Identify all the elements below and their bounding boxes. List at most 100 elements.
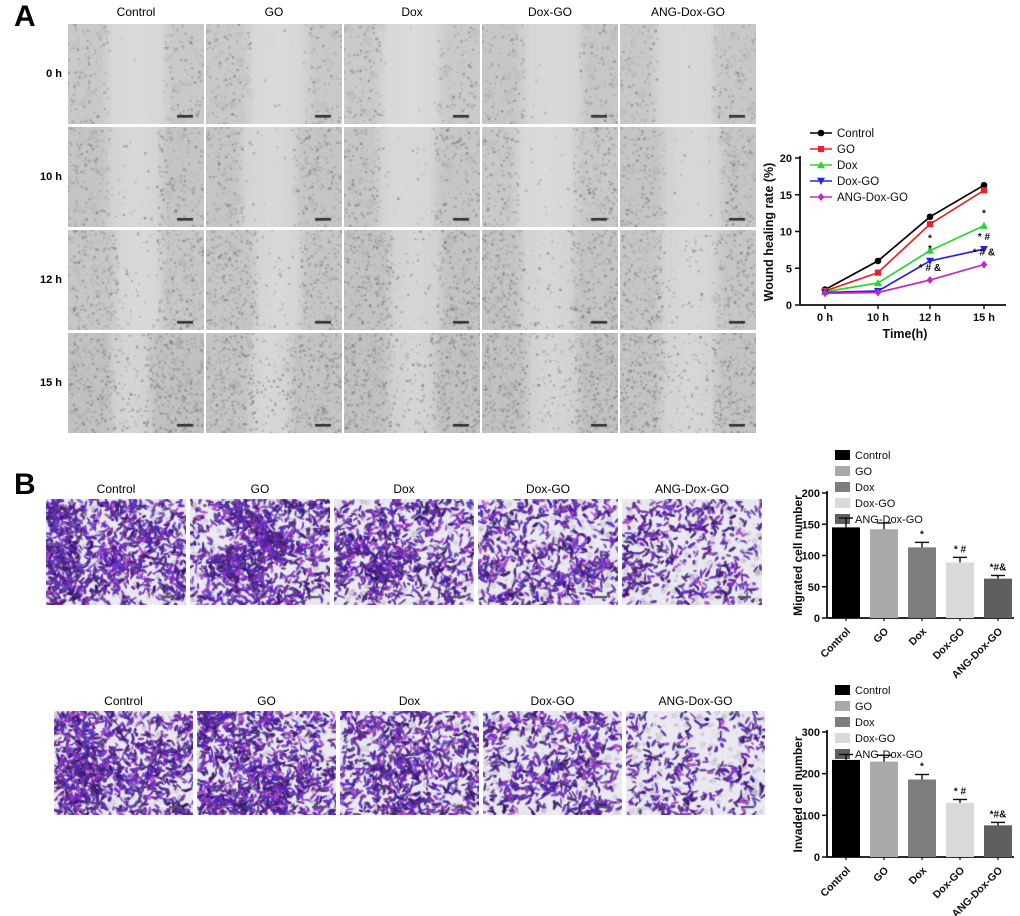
- column-header-dox: Dox: [401, 5, 423, 19]
- svg-text:Wound healing rate (%): Wound healing rate (%): [762, 163, 776, 302]
- svg-text:Dox-GO: Dox-GO: [931, 626, 968, 663]
- panel-a-column-headers: Control GO Dox Dox-GO ANG-Dox-GO: [68, 5, 756, 19]
- migration-micrograph-control: [46, 499, 186, 605]
- invasion-column-headers: Control GO Dox Dox-GO ANG-Dox-GO: [54, 694, 765, 708]
- svg-text:* #: * #: [954, 544, 967, 555]
- wound-micrograph-15h-go: [206, 333, 342, 433]
- wound-micrograph-15h-ang-dox-go: [620, 333, 756, 433]
- svg-text:Dox: Dox: [855, 717, 875, 729]
- migrated-cell-chart: Control GO Dox Dox-GO ANG-Dox-GO 0 50 100 150 200…: [790, 440, 1020, 681]
- svg-text:Control: Control: [837, 128, 874, 140]
- column-header-dox: Dox: [398, 694, 421, 708]
- invasion-micrograph-dox: [340, 711, 479, 815]
- svg-text:0: 0: [786, 300, 792, 312]
- wound-healing-chart: 0 5 10 15 20 0 h 10 h 12 h 15 h Time(h) Wound heal…: [760, 112, 1020, 352]
- svg-text:*: *: [928, 244, 932, 255]
- svg-text:* #: * #: [954, 787, 967, 798]
- svg-text:Control: Control: [818, 626, 853, 661]
- svg-text:* # &: * # &: [973, 248, 995, 259]
- svg-text:Dox-GO: Dox-GO: [837, 176, 879, 188]
- migration-micrograph-go: [190, 499, 330, 605]
- svg-text:Dox-GO: Dox-GO: [855, 733, 896, 745]
- wound-micrograph-12h-dox-go: [482, 230, 618, 330]
- invasion-micrograph-control: [54, 711, 193, 815]
- wound-micrograph-0h-ang-dox-go: [620, 24, 756, 124]
- column-header-ang-dox-go: ANG-Dox-GO: [654, 482, 729, 496]
- column-header-dox: Dox: [393, 482, 415, 496]
- svg-text:ANG-Dox-GO: ANG-Dox-GO: [855, 514, 923, 526]
- invaded-chart-svg: ControlGODoxDox-GOANG-Dox-GO0100200300In…: [791, 685, 1014, 916]
- column-header-dox-go: Dox-GO: [525, 482, 570, 496]
- svg-text:Dox-GO: Dox-GO: [931, 865, 968, 902]
- wound-micrograph-10h-go: [206, 127, 342, 227]
- wound-micrograph-0h-go: [206, 24, 342, 124]
- svg-text:0: 0: [814, 852, 820, 864]
- column-header-ang-dox-go: ANG-Dox-GO: [650, 5, 725, 19]
- wound-healing-chart-svg: 0 5 10 15 20 0 h 10 h 12 h 15 h Time(h) Wound heal…: [762, 128, 1006, 341]
- panel-b-label: B: [14, 468, 36, 501]
- column-header-control: Control: [96, 482, 136, 496]
- svg-text:Dox: Dox: [907, 626, 930, 649]
- wound-image-grid: [68, 24, 756, 433]
- migration-image-row: [46, 499, 762, 605]
- column-header-control: Control: [104, 694, 143, 708]
- svg-text:150: 150: [802, 519, 820, 531]
- svg-text:*: *: [920, 762, 924, 773]
- svg-text:*: *: [982, 209, 986, 220]
- row-label-0h: 0 h: [46, 68, 62, 80]
- svg-text:GO: GO: [855, 701, 873, 713]
- svg-text:15 h: 15 h: [973, 312, 995, 324]
- svg-text:*#&: *#&: [990, 809, 1007, 820]
- svg-text:GO: GO: [871, 626, 891, 646]
- column-header-go: GO: [250, 482, 270, 496]
- svg-text:Migrated cell number: Migrated cell number: [791, 495, 805, 616]
- column-header-control: Control: [116, 5, 156, 19]
- svg-text:0 h: 0 h: [817, 312, 833, 324]
- svg-text:Dox-GO: Dox-GO: [855, 498, 896, 510]
- invasion-micrograph-ang-dox-go: [626, 711, 765, 815]
- wound-micrograph-15h-dox-go: [482, 333, 618, 433]
- svg-text:Dox: Dox: [907, 865, 930, 888]
- svg-text:*: *: [928, 234, 932, 245]
- svg-text:Dox: Dox: [837, 160, 858, 172]
- svg-text:10 h: 10 h: [867, 312, 889, 324]
- row-label-15h: 15 h: [39, 377, 62, 389]
- wound-micrograph-0h-control: [68, 24, 204, 124]
- svg-text:0: 0: [814, 613, 820, 625]
- invasion-micrograph-go: [197, 711, 336, 815]
- migration-column-headers: Control GO Dox Dox-GO ANG-Dox-GO: [46, 482, 762, 496]
- svg-text:12 h: 12 h: [919, 312, 941, 324]
- invasion-micrograph-dox-go: [483, 711, 622, 815]
- column-header-go: GO: [264, 5, 284, 19]
- column-header-dox-go: Dox-GO: [530, 694, 575, 708]
- panel-a-label: A: [14, 0, 36, 33]
- svg-text:Control: Control: [855, 450, 890, 462]
- migration-micrograph-dox-go: [478, 499, 618, 605]
- wound-micrograph-10h-control: [68, 127, 204, 227]
- svg-text:* #: * #: [978, 232, 991, 243]
- svg-text:Invaded cell number: Invaded cell number: [791, 736, 805, 852]
- wound-micrograph-12h-control: [68, 230, 204, 330]
- svg-text:Time(h): Time(h): [883, 327, 928, 341]
- svg-text:ANG-Dox-GO: ANG-Dox-GO: [837, 192, 908, 204]
- svg-text:Dox: Dox: [855, 482, 875, 494]
- migration-micrograph-ang-dox-go: [622, 499, 762, 605]
- svg-text:5: 5: [786, 263, 792, 275]
- row-label-10h: 10 h: [39, 171, 62, 183]
- invasion-image-row: [54, 711, 765, 815]
- wound-micrograph-10h-ang-dox-go: [620, 127, 756, 227]
- panel-a-row-labels: 0 h 10 h 12 h 15 h: [22, 24, 66, 433]
- row-label-12h: 12 h: [39, 274, 62, 286]
- column-header-go: GO: [257, 694, 276, 708]
- svg-text:GO: GO: [871, 865, 891, 885]
- wound-micrograph-0h-dox: [344, 24, 480, 124]
- svg-text:GO: GO: [855, 466, 873, 478]
- wound-micrograph-10h-dox: [344, 127, 480, 227]
- wound-micrograph-12h-go: [206, 230, 342, 330]
- column-header-dox-go: Dox-GO: [527, 5, 572, 19]
- line-chart-legend: Control GO Dox Dox-GO ANG-Dox-GO: [810, 128, 908, 204]
- svg-text:Control: Control: [818, 865, 853, 900]
- svg-text:10: 10: [780, 227, 792, 239]
